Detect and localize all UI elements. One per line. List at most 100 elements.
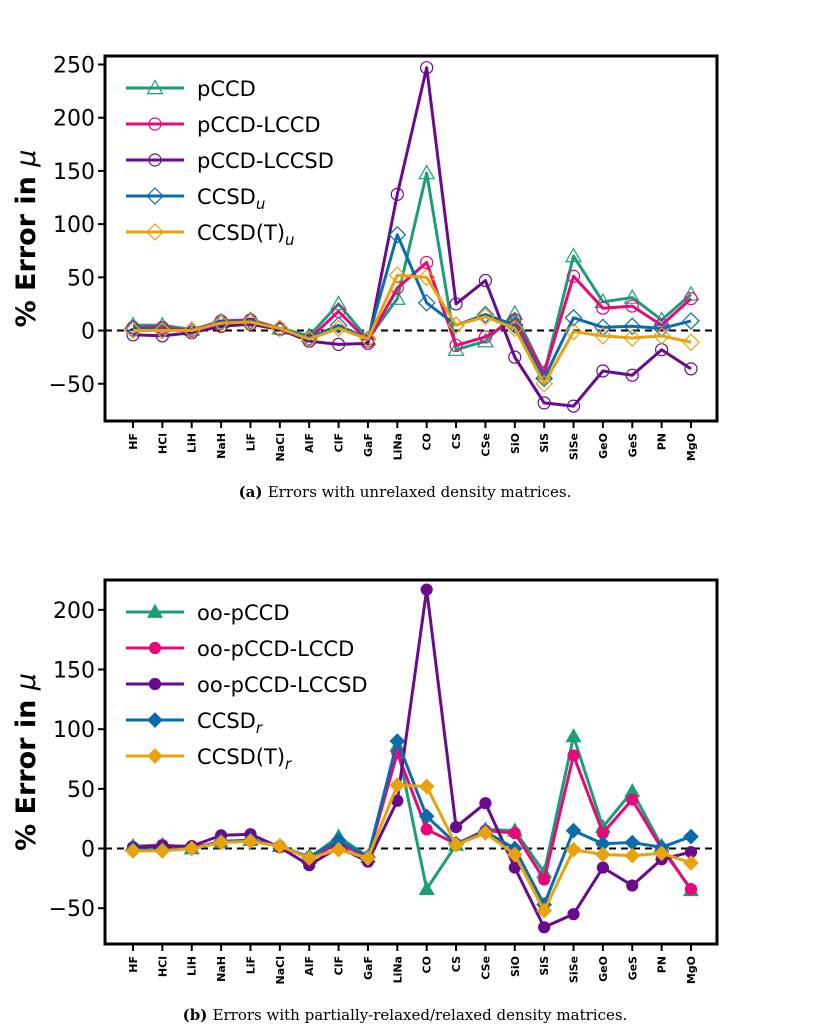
x-tick-label: HCl	[156, 433, 169, 454]
data-point-GaF	[360, 850, 376, 866]
y-tick-label: −50	[49, 373, 95, 398]
data-point-CO	[420, 583, 433, 596]
data-point-CSe	[477, 825, 494, 841]
legend-marker	[146, 223, 164, 241]
caption: (a) Errors with unrelaxed density matric…	[239, 483, 572, 501]
caption-text: Errors with unrelaxed density matrices.	[268, 483, 572, 501]
data-point-NaCl	[271, 838, 288, 854]
y-tick-label: 200	[53, 107, 95, 132]
x-tick-label: LiH	[186, 956, 199, 976]
data-point-MgO	[682, 312, 700, 330]
caption-label: (b)	[183, 1006, 213, 1024]
x-tick-label: NaH	[215, 433, 228, 459]
legend-label-name: pCCD-LCCD	[197, 113, 321, 137]
legend-item: CCSDu	[126, 185, 265, 213]
data-point-CO	[420, 61, 434, 75]
data-point-HF	[124, 319, 142, 338]
legend-label-subscript: r	[285, 755, 292, 773]
data-point-GeS	[626, 793, 639, 806]
data-point-SiSe	[565, 841, 582, 858]
legend-label: CCSD(T)r	[197, 745, 292, 773]
data-point-LiF	[241, 313, 260, 331]
legend-label: oo-pCCD-LCCSD	[197, 673, 368, 697]
legend-marker	[147, 712, 163, 728]
data-point-ClF	[329, 319, 348, 338]
y-tick-label: 50	[67, 266, 95, 291]
data-point-GeO	[595, 846, 611, 863]
y-axis-label-symbol: μ	[11, 150, 42, 168]
data-point-SiO	[505, 316, 524, 335]
chart-b: 200 150 100 50 0 −50 HF HCl LiH NaH LiF NaCl AlF ClF G…	[11, 578, 719, 1024]
legend-label: CCSDr	[197, 709, 263, 737]
legend-marker	[146, 603, 164, 618]
data-point-CSe	[476, 307, 495, 326]
data-point-PN	[653, 845, 670, 862]
plot-frame	[103, 54, 719, 423]
legend-marker	[146, 187, 164, 205]
legend-label-name: oo-pCCD-LCCD	[197, 637, 354, 661]
data-point-CS	[447, 316, 465, 335]
data-point-SiSe	[565, 728, 582, 743]
data-point-NaH	[212, 314, 230, 332]
series-ccsd-t--u	[124, 266, 700, 393]
data-point-SiSe	[566, 399, 581, 413]
x-tick-label: CO	[421, 433, 434, 450]
x-tick-label: NaCl	[274, 433, 287, 461]
y-tick-label: 0	[81, 320, 95, 345]
data-point-HCl	[153, 321, 172, 340]
data-point-CO	[420, 255, 434, 270]
y-axis-label: % Error in μ	[11, 673, 42, 851]
legend-item: CCSDr	[126, 709, 263, 737]
legend-label: pCCD-LCCD	[197, 113, 321, 137]
legend-item: oo-pCCD	[126, 601, 290, 625]
data-point-MgO	[683, 854, 699, 871]
data-point-ClF	[331, 337, 346, 351]
legend-item: CCSD(T)u	[126, 221, 295, 249]
legend: oo-pCCDoo-pCCD-LCCDoo-pCCD-LCCSDCCSDrCCS…	[126, 601, 368, 773]
x-tick-label: LiNa	[391, 433, 404, 460]
legend-label: pCCD-LCCSD	[197, 149, 334, 173]
data-point-CO	[418, 808, 435, 825]
data-point-SiO	[506, 846, 523, 863]
data-point-SiO	[508, 350, 522, 364]
legend-item: oo-pCCD-LCCD	[126, 637, 354, 661]
x-tick-label: SiSe	[568, 433, 581, 460]
legend-marker	[148, 641, 162, 655]
x-tick-label: MgO	[685, 956, 698, 984]
data-point-LiNa	[388, 266, 407, 285]
legend-label-name: CCSD	[197, 709, 256, 733]
data-point-CS	[449, 297, 463, 311]
data-point-SiS	[536, 902, 553, 919]
data-point-GeS	[624, 847, 641, 864]
series-ccsd-t--r	[125, 777, 699, 919]
legend-item: pCCD	[126, 77, 256, 101]
x-tick-label: GeO	[597, 433, 610, 459]
data-point-AlF	[301, 850, 318, 866]
legend-marker	[148, 117, 162, 131]
data-point-LiNa	[389, 777, 406, 794]
legend-item: oo-pCCD-LCCSD	[126, 673, 368, 697]
legend-label-subscript: r	[256, 719, 263, 737]
data-point-LiNa	[388, 225, 407, 244]
data-point-CSe	[476, 305, 495, 324]
data-point-CS	[448, 837, 464, 853]
data-point-SiSe	[565, 822, 582, 839]
x-tick-label: CS	[450, 956, 463, 972]
x-tick-label: GeO	[597, 956, 610, 982]
y-tick-label: 100	[53, 213, 95, 238]
legend-label-subscript: u	[285, 231, 295, 249]
data-point-CO	[420, 823, 433, 836]
data-point-LiNa	[389, 733, 406, 749]
data-point-GeS	[625, 368, 639, 382]
data-point-SiSe	[567, 908, 580, 921]
x-tick-label: GaF	[362, 433, 375, 457]
y-axis-label-text: % Error in	[11, 690, 42, 851]
legend-label: oo-pCCD-LCCD	[197, 637, 354, 661]
x-tick-label: LiNa	[391, 956, 404, 983]
data-point-GeS	[624, 834, 641, 851]
y-tick-label: −50	[49, 897, 95, 922]
legend-label: pCCD	[197, 77, 256, 101]
data-point-SiSe	[567, 749, 580, 762]
data-point-SiS	[538, 921, 551, 934]
legend-label-name: oo-pCCD	[197, 601, 290, 625]
